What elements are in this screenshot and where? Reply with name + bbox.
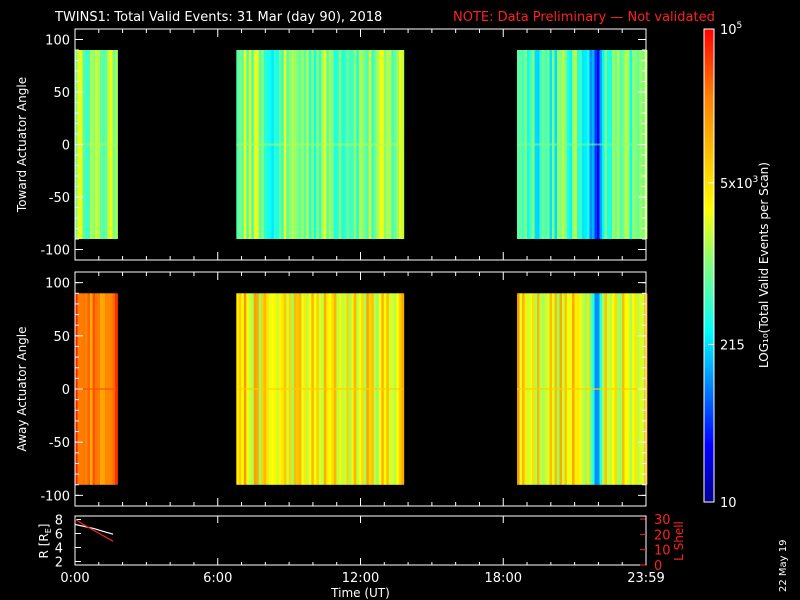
- colorbar: 105 5x103 215 10: [703, 21, 758, 511]
- y-tick-label: -50: [49, 191, 70, 206]
- colorbar-tick-label: 10: [720, 496, 737, 511]
- x-tick-label: 0:00: [60, 571, 89, 586]
- y-tick-label: 50: [53, 86, 70, 101]
- orbit-left-tick-label: 2: [55, 556, 63, 571]
- y-tick-label: 100: [45, 277, 70, 292]
- y-tick-label: -50: [49, 436, 70, 451]
- y-axis-label: Away Actuator Angle: [15, 326, 29, 451]
- orbit-right-tick-label: 20: [654, 528, 671, 543]
- colorbar-tick-label: 215: [720, 338, 745, 353]
- heatmap-segment: [517, 293, 648, 485]
- colorbar-gradient: [703, 28, 715, 503]
- orbit-right-tick-label: 0: [654, 559, 662, 574]
- date-stamp: 22 May 19: [778, 540, 789, 592]
- heatmap-segment: [236, 50, 405, 239]
- orbit-right-tick-label: 30: [654, 513, 671, 528]
- colorbar-label: LOG₁₀(Total Valid Events per Scan): [757, 162, 771, 368]
- x-tick-label: 6:00: [203, 571, 232, 586]
- radius-line: [74, 523, 114, 535]
- x-tick-label: 18:00: [485, 571, 522, 586]
- x-tick-label: 23:59: [627, 571, 664, 586]
- zero-angle-row: [75, 388, 116, 390]
- zero-angle-row: [517, 388, 646, 390]
- colorbar-tick-label: 5x103: [720, 175, 758, 192]
- y-tick-label: 0: [62, 383, 70, 398]
- orbit-left-tick-label: 4: [55, 542, 63, 557]
- heatmap-cell-column: [115, 293, 118, 485]
- zero-angle-row: [517, 143, 646, 146]
- toward-heatmap-panel: 100 50 0 -50 -100 Toward Actuator Angle: [15, 28, 648, 261]
- orbit-left-tick-label: 6: [55, 528, 63, 543]
- y-axis-label: Toward Actuator Angle: [15, 77, 29, 213]
- orbit-frame: [74, 515, 647, 566]
- zero-angle-row: [75, 143, 116, 146]
- heatmap-segment: [236, 293, 405, 485]
- plot-title: TWINS1: Total Valid Events: 31 Mar (day …: [54, 10, 382, 25]
- y-tick-label: 0: [62, 139, 70, 154]
- colorbar-tick-label: 105: [720, 21, 742, 38]
- l-shell-line: [74, 518, 114, 542]
- away-heatmap-panel: 100 50 0 -50 -100 Away Actuator Angle: [15, 271, 648, 507]
- preliminary-note: NOTE: Data Preliminary — Not validated: [453, 10, 715, 25]
- orbit-left-axis-label: R [RE]: [37, 524, 53, 559]
- orbit-right-tick-label: 10: [654, 544, 671, 559]
- y-tick-label: 50: [53, 330, 70, 345]
- zero-angle-row: [236, 388, 403, 390]
- orbit-right-axis-label: L Shell: [672, 521, 686, 561]
- orbit-left-tick-label: 8: [55, 514, 63, 529]
- heatmap-cell-column: [115, 50, 118, 239]
- y-tick-label: -100: [40, 489, 70, 504]
- y-tick-label: -100: [40, 244, 70, 259]
- x-tick-label: 12:00: [342, 571, 379, 586]
- zero-angle-row: [236, 143, 403, 146]
- heatmap-segment: [517, 50, 648, 239]
- y-tick-label: 100: [45, 34, 70, 49]
- x-axis-label: Time (UT): [330, 586, 390, 600]
